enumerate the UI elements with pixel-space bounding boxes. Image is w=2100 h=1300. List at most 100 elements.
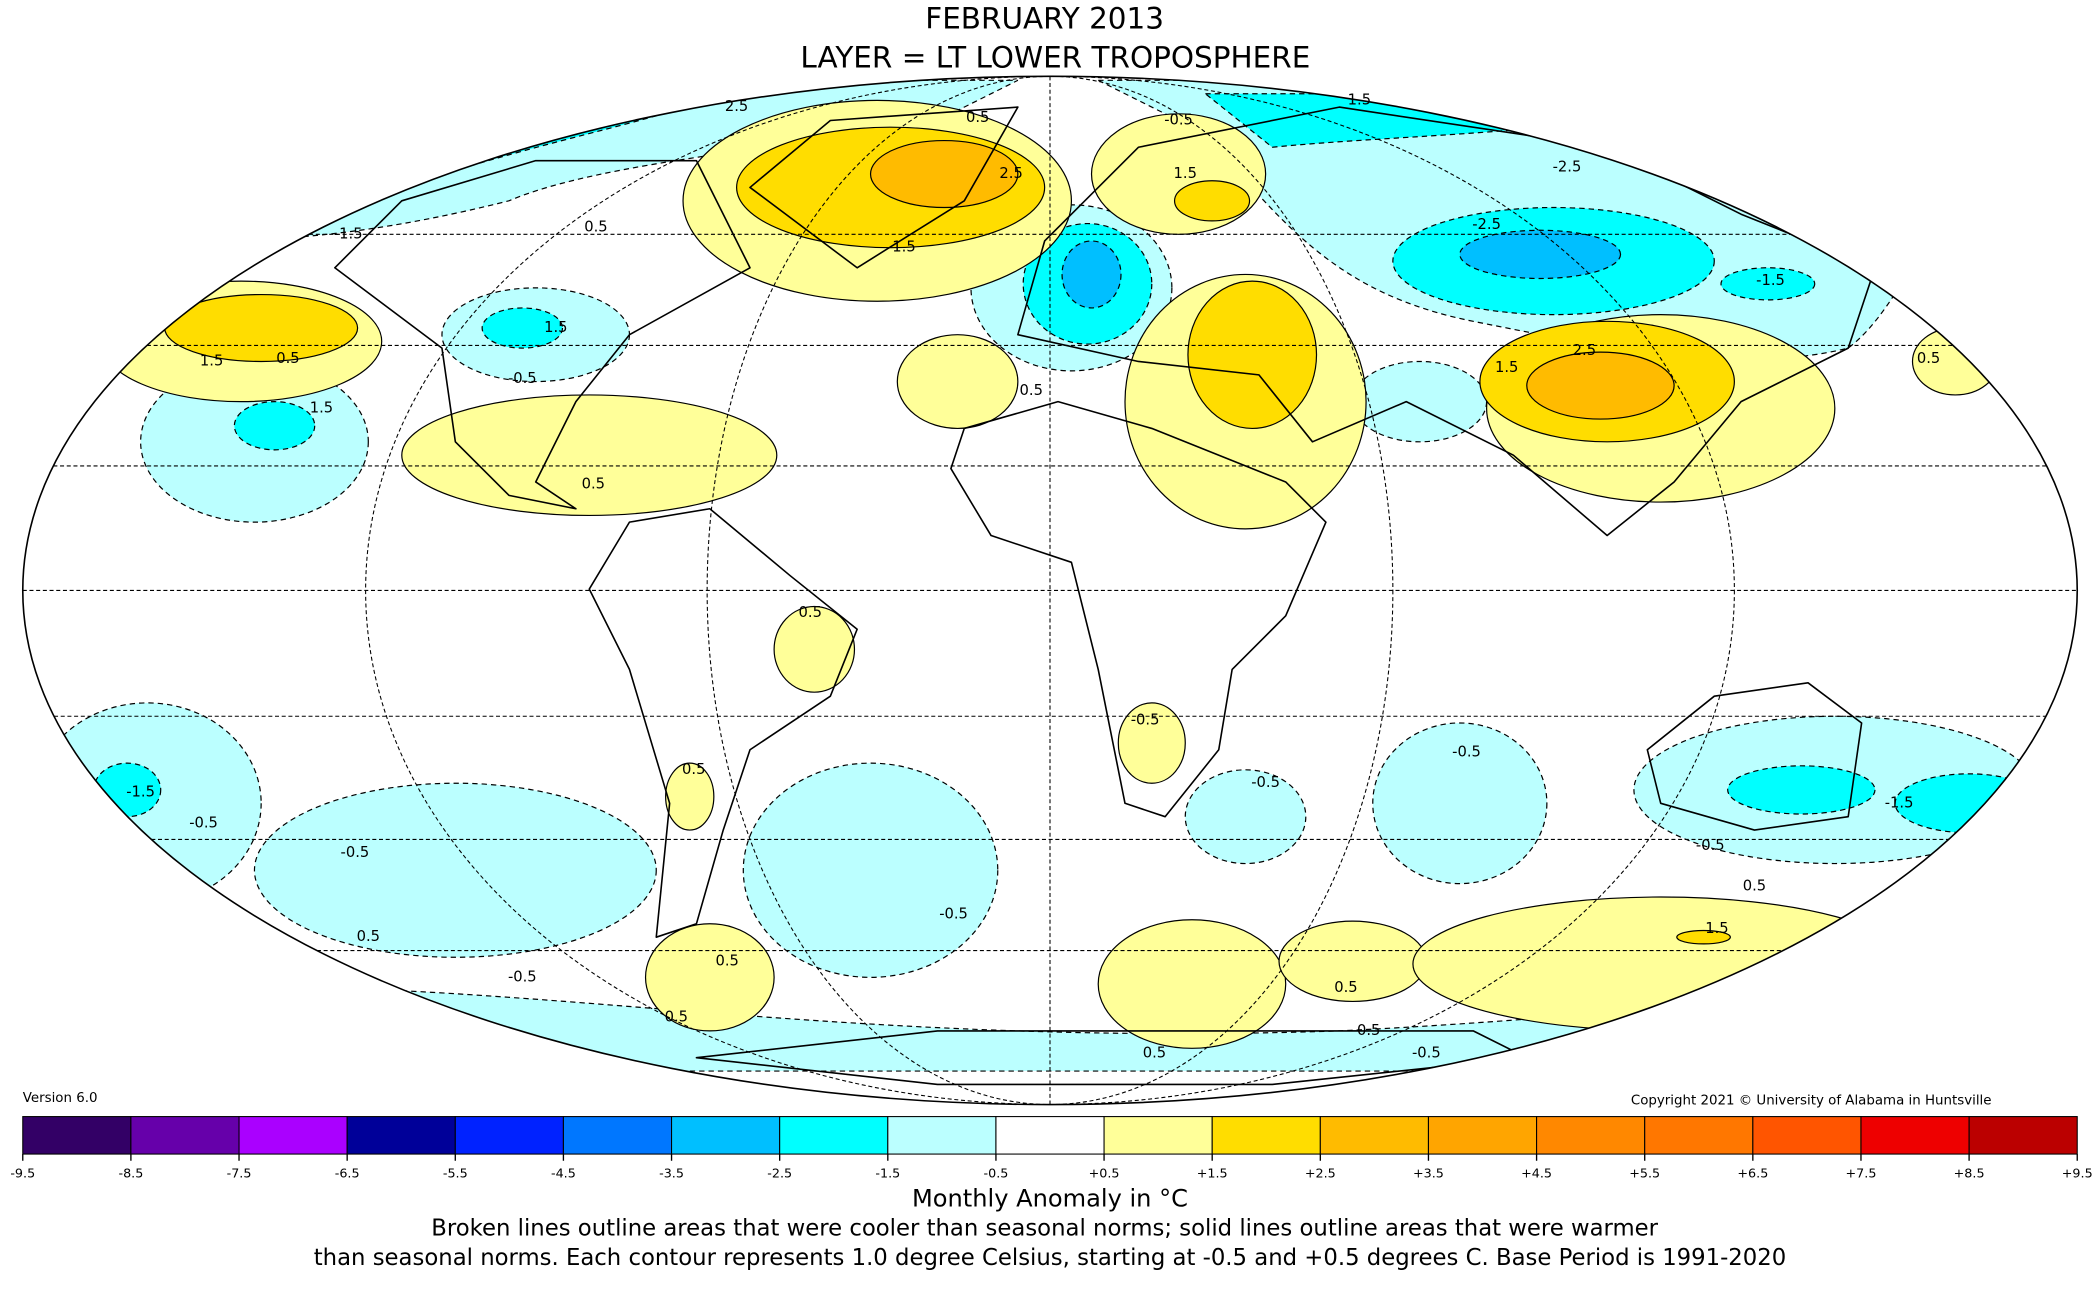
anomaly-area bbox=[164, 293, 359, 363]
colorbar-tick-label: -6.5 bbox=[335, 1166, 360, 1181]
contour-label: -1.5 bbox=[1756, 272, 1785, 289]
contour-label: -2.5 bbox=[1553, 158, 1582, 175]
contour-label: 1.5 bbox=[892, 239, 915, 256]
contour-label: 1.5 bbox=[1174, 165, 1197, 182]
colorbar-bin bbox=[995, 1116, 1105, 1155]
meridian bbox=[365, 76, 1735, 1105]
colorbar-tick-label: -2.5 bbox=[767, 1166, 792, 1181]
colorbar-bin bbox=[1536, 1116, 1646, 1155]
colorbar-tick-label: +3.5 bbox=[1413, 1166, 1444, 1181]
contour-label: 0.5 bbox=[1020, 382, 1043, 399]
colorbar-bin bbox=[1644, 1116, 1754, 1155]
contour-label: 0.5 bbox=[1743, 877, 1766, 894]
contour-label: 1.5 bbox=[1495, 359, 1518, 376]
contour-label: -0.5 bbox=[1412, 1045, 1441, 1062]
contour-label: 0.5 bbox=[966, 109, 989, 126]
antarctica bbox=[695, 1030, 1528, 1086]
contour-label: 0.5 bbox=[682, 761, 705, 778]
anomaly-area bbox=[1117, 702, 1186, 784]
anomaly-area bbox=[1894, 773, 2044, 834]
colorbar-bin bbox=[1211, 1116, 1321, 1155]
graticule bbox=[22, 76, 2078, 1105]
contour-label: 1.5 bbox=[310, 399, 333, 416]
meridian bbox=[706, 76, 1394, 1105]
contour-label: 0.5 bbox=[665, 1009, 688, 1026]
colorbar-bin bbox=[671, 1116, 781, 1155]
anomaly-area bbox=[665, 762, 715, 831]
anomaly-area bbox=[1526, 351, 1675, 420]
colorbar-bin bbox=[1752, 1116, 1862, 1155]
anomaly-area bbox=[1412, 896, 1910, 1032]
contour-label: 0.5 bbox=[1143, 1045, 1166, 1062]
contour-label: 0.5 bbox=[582, 476, 605, 493]
contour-label: 1.5 bbox=[1705, 920, 1728, 937]
colorbar-bin bbox=[346, 1116, 456, 1155]
contour-label: -0.5 bbox=[341, 844, 370, 861]
contour-label: -0.5 bbox=[189, 814, 218, 831]
colorbar-label: Monthly Anomaly in °C bbox=[912, 1185, 1188, 1213]
caption-line: Broken lines outline areas that were coo… bbox=[431, 1216, 1658, 1242]
colorbar-tick-label: +1.5 bbox=[1197, 1166, 1228, 1181]
colorbar-tick-label: -5.5 bbox=[443, 1166, 468, 1181]
colorbar-tick-label: +2.5 bbox=[1305, 1166, 1336, 1181]
colorbar-bin bbox=[454, 1116, 564, 1155]
colorbar-bin bbox=[130, 1116, 240, 1155]
contour-label: -1.5 bbox=[1885, 794, 1914, 811]
north-america bbox=[334, 159, 751, 510]
contour-label: -0.5 bbox=[1352, 1022, 1381, 1039]
anomaly-area bbox=[1187, 280, 1318, 430]
anomaly-area bbox=[1676, 929, 1731, 945]
contour-labels: 2.5 0.5 -0.5 1.5 -1.5 0.5 1.5 2.5 1.5 -2.5 -2.5 -1.… bbox=[126, 91, 1940, 1061]
anomaly-area bbox=[869, 139, 1019, 209]
anomaly-area bbox=[1352, 360, 1488, 443]
contour-label: -0.5 bbox=[508, 370, 537, 387]
colorbar-tick-label: +7.5 bbox=[1846, 1166, 1877, 1181]
colorbar-tick-label: -0.5 bbox=[984, 1166, 1009, 1181]
contour-label: 0.5 bbox=[584, 219, 607, 236]
contour-label: -0.5 bbox=[1131, 711, 1160, 728]
colorbar-tick-label: -4.5 bbox=[551, 1166, 576, 1181]
colorbar-tick-label: -7.5 bbox=[227, 1166, 252, 1181]
colorbar-bin bbox=[562, 1116, 673, 1155]
africa bbox=[950, 400, 1327, 818]
greenland bbox=[749, 106, 1019, 269]
colorbar-bin bbox=[1968, 1116, 2078, 1155]
australia bbox=[1646, 681, 1863, 831]
anomaly-area bbox=[253, 782, 657, 958]
anomaly-area bbox=[1372, 722, 1548, 885]
contour-label: -0.5 bbox=[1696, 837, 1725, 854]
colorbar-bin bbox=[1319, 1116, 1429, 1155]
contour-label: -0.5 bbox=[508, 968, 537, 985]
caption-line: than seasonal norms. Each contour repres… bbox=[314, 1245, 1786, 1271]
contour-label: 2.5 bbox=[725, 98, 748, 115]
contour-label: -0.5 bbox=[1164, 111, 1193, 128]
contour-label: -0.5 bbox=[1251, 774, 1280, 791]
contour-label: 0.5 bbox=[799, 604, 822, 621]
colorbar-tick-label: -1.5 bbox=[875, 1166, 900, 1181]
colorbar-bin bbox=[1860, 1116, 1970, 1155]
anomaly-area bbox=[773, 605, 856, 693]
anomaly-area bbox=[233, 401, 316, 451]
colorbar-bin bbox=[22, 1116, 132, 1155]
colorbar-tick-label: -9.5 bbox=[10, 1166, 35, 1181]
contour-label: -0.5 bbox=[1452, 743, 1481, 760]
contour-label: 0.5 bbox=[716, 952, 739, 969]
anomaly-area bbox=[896, 334, 1019, 430]
title: FEBRUARY 2013 bbox=[925, 2, 1164, 36]
anomaly-area bbox=[1173, 180, 1251, 222]
contour-label: 2.5 bbox=[1573, 342, 1596, 359]
colorbar-tick-label: +5.5 bbox=[1629, 1166, 1660, 1181]
anomaly-area bbox=[401, 394, 778, 517]
colorbar-bin bbox=[238, 1116, 348, 1155]
south-america bbox=[588, 507, 858, 938]
anomaly-area bbox=[742, 762, 999, 978]
contour-label: 2.5 bbox=[999, 165, 1022, 182]
contour-label: -1.5 bbox=[126, 784, 155, 801]
contour-label: -1.5 bbox=[334, 225, 363, 242]
anomaly-area bbox=[1184, 769, 1307, 865]
anomaly-area bbox=[1097, 919, 1287, 1049]
contour-label: 0.5 bbox=[357, 928, 380, 945]
anomaly-area bbox=[1061, 240, 1122, 309]
colorbar-tick-label: -3.5 bbox=[659, 1166, 684, 1181]
